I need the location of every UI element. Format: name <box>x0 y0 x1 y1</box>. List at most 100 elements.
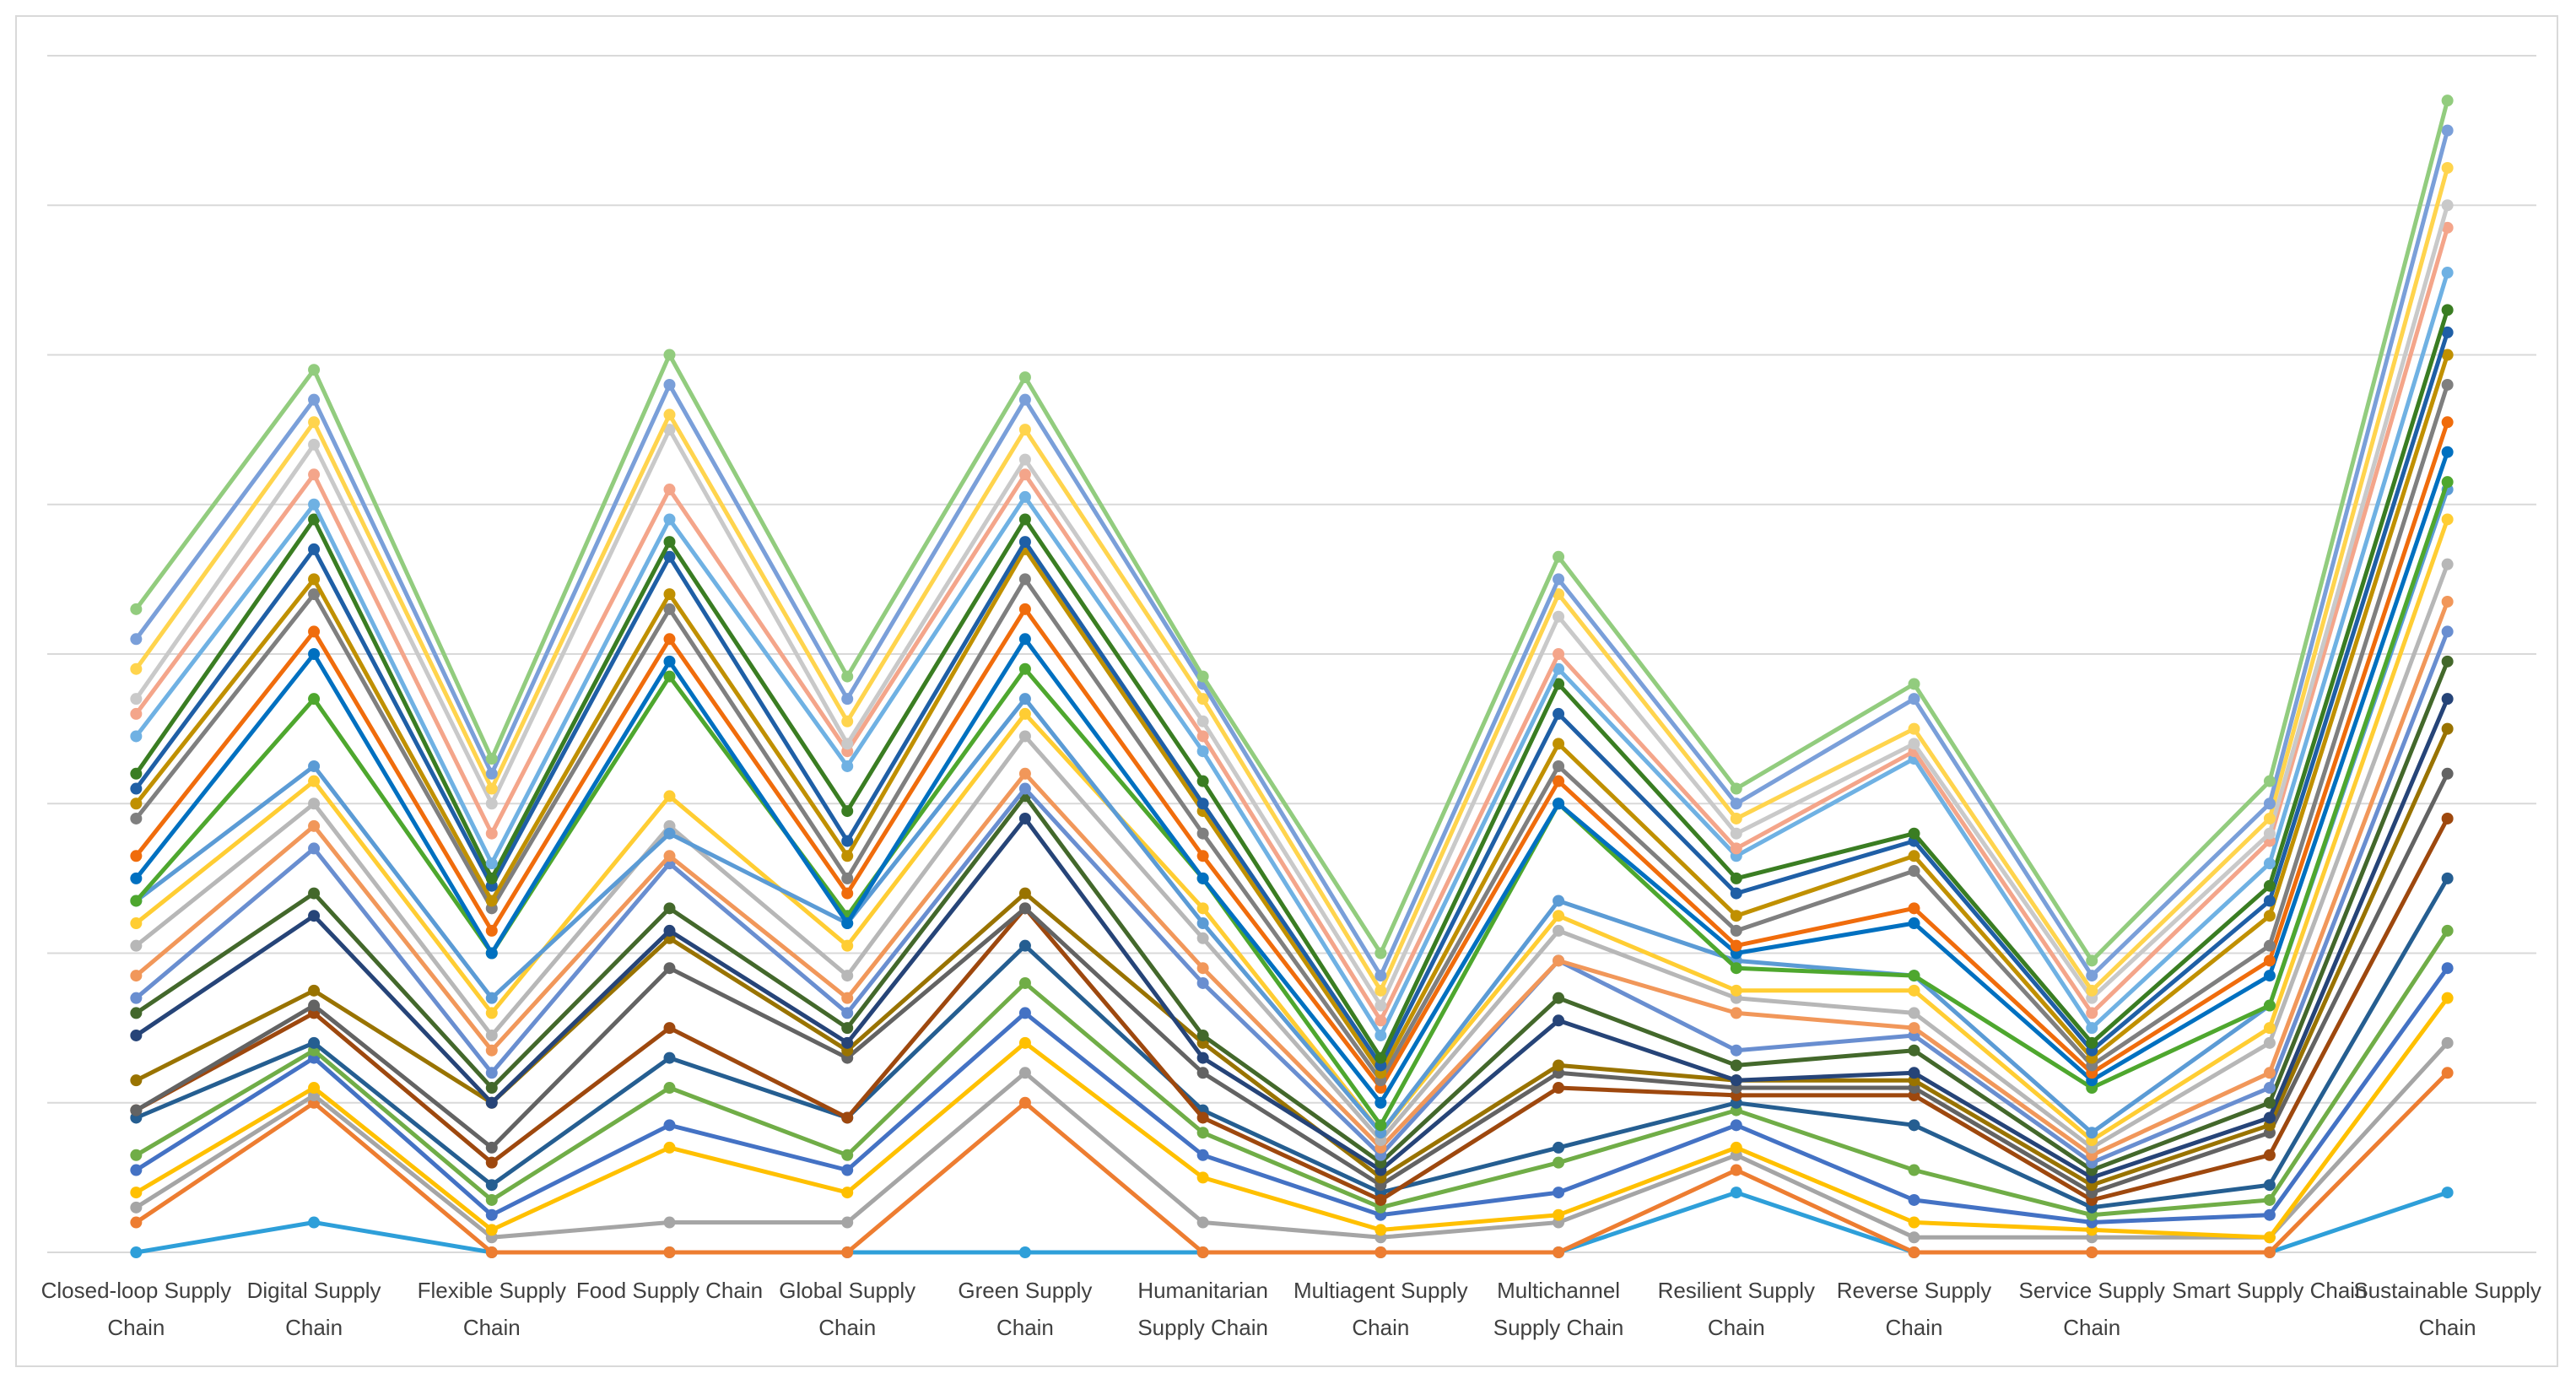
data-point-s14-c2 <box>308 819 321 832</box>
data-point-s26-c8 <box>1374 1014 1387 1027</box>
data-point-s14-c14 <box>2441 595 2454 608</box>
series-line-27 <box>133 203 2450 1008</box>
data-point-s21-c1 <box>130 812 143 824</box>
data-point-s29-c14 <box>2441 124 2454 137</box>
series-line-11 <box>133 696 2450 1180</box>
data-point-s14-c13 <box>2263 1067 2276 1079</box>
data-point-s12-c13 <box>2263 1096 2276 1109</box>
data-point-s12-c4 <box>663 902 676 915</box>
data-point-s2-c11 <box>1908 1246 1920 1258</box>
data-point-s18-c4 <box>663 670 676 683</box>
data-point-s29-c3 <box>485 767 498 780</box>
data-point-s20-c2 <box>308 625 321 638</box>
data-point-s13-c2 <box>308 842 321 855</box>
x-tick-label-13: Smart Supply Chain <box>2172 1278 2367 1303</box>
data-point-s30-c3 <box>485 753 498 765</box>
data-point-s15-c7 <box>1196 932 1209 944</box>
data-point-s14-c1 <box>130 970 143 982</box>
data-point-s20-c4 <box>663 633 676 646</box>
data-point-s15-c6 <box>1018 730 1031 743</box>
data-point-s17-c3 <box>485 992 498 1004</box>
data-point-s4-c8 <box>1374 1224 1387 1236</box>
x-tick-label-8-line-1: Multiagent Supply <box>1293 1278 1468 1303</box>
data-point-s23-c6 <box>1018 536 1031 549</box>
data-point-s11-c3 <box>485 1096 498 1109</box>
data-point-s25-c3 <box>485 857 498 870</box>
series-4 <box>130 992 2454 1244</box>
data-point-s11-c9 <box>1553 1014 1565 1027</box>
data-point-s23-c2 <box>308 543 321 555</box>
data-point-s22-c3 <box>485 895 498 907</box>
series-line-30 <box>133 98 2450 963</box>
data-point-s5-c7 <box>1196 1149 1209 1161</box>
data-point-s2-c4 <box>663 1246 676 1258</box>
x-tick-label-14-line-2: Chain <box>2419 1315 2476 1340</box>
series-30 <box>130 95 2454 967</box>
data-point-s25-c8 <box>1374 1029 1387 1041</box>
data-point-s19-c1 <box>130 872 143 884</box>
data-point-s16-c2 <box>308 775 321 787</box>
data-point-s2-c10 <box>1730 1164 1742 1176</box>
data-point-s30-c2 <box>308 364 321 376</box>
data-point-s12-c7 <box>1196 1029 1209 1041</box>
series-lines <box>130 95 2454 1258</box>
data-point-s24-c2 <box>308 513 321 526</box>
data-point-s28-c5 <box>841 715 854 727</box>
data-point-s28-c4 <box>663 408 676 421</box>
data-point-s16-c1 <box>130 917 143 930</box>
data-point-s15-c1 <box>130 939 143 952</box>
x-tick-label-1-line-1: Closed-loop Supply <box>41 1278 231 1303</box>
data-point-s26-c14 <box>2441 221 2454 234</box>
data-point-s5-c4 <box>663 1119 676 1132</box>
data-point-s24-c6 <box>1018 513 1031 526</box>
data-point-s2-c3 <box>485 1246 498 1258</box>
x-tick-label-5-line-2: Chain <box>818 1315 876 1340</box>
data-point-s14-c5 <box>841 992 854 1004</box>
data-point-s13-c13 <box>2263 1082 2276 1095</box>
data-point-s10-c6 <box>1018 887 1031 900</box>
data-point-s2-c1 <box>130 1216 143 1229</box>
data-point-s8-c9 <box>1553 1082 1565 1095</box>
data-point-s11-c7 <box>1196 1052 1209 1064</box>
data-point-s23-c1 <box>130 782 143 795</box>
data-point-s25-c12 <box>2086 1022 2098 1035</box>
data-point-s30-c10 <box>1730 782 1742 795</box>
data-point-s4-c9 <box>1553 1208 1565 1221</box>
data-point-s20-c3 <box>485 924 498 937</box>
data-point-s19-c4 <box>663 655 676 668</box>
data-point-s24-c4 <box>663 536 676 549</box>
data-point-s11-c1 <box>130 1029 143 1041</box>
data-point-s16-c7 <box>1196 902 1209 915</box>
data-point-s22-c9 <box>1553 738 1565 750</box>
data-point-s29-c8 <box>1374 970 1387 982</box>
data-point-s2-c5 <box>841 1246 854 1258</box>
data-point-s28-c3 <box>485 782 498 795</box>
data-point-s13-c7 <box>1196 976 1209 989</box>
data-point-s14-c11 <box>1908 1022 1920 1035</box>
data-point-s30-c6 <box>1018 371 1031 384</box>
data-point-s24-c12 <box>2086 1036 2098 1049</box>
data-point-s14-c10 <box>1730 1007 1742 1019</box>
data-point-s11-c5 <box>841 1036 854 1049</box>
data-point-s29-c5 <box>841 693 854 706</box>
data-point-s9-c6 <box>1018 902 1031 915</box>
data-point-s24-c7 <box>1196 775 1209 787</box>
data-point-s16-c11 <box>1908 984 1920 997</box>
category-labels: Closed-loop Supply Chain Digital Supply Cha… <box>41 1278 2541 1340</box>
data-point-s11-c13 <box>2263 1111 2276 1124</box>
data-point-s5-c9 <box>1553 1187 1565 1199</box>
x-tick-label-7: Humanitarian Supply Chain <box>1137 1278 1268 1340</box>
data-point-s3-c4 <box>663 1216 676 1229</box>
series-line-9 <box>133 771 2450 1195</box>
x-tick-label-5-line-1: Global Supply <box>779 1278 915 1303</box>
x-tick-label-1-line-2: Chain <box>107 1315 165 1340</box>
data-point-s26-c3 <box>485 827 498 840</box>
data-point-s2-c7 <box>1196 1246 1209 1258</box>
series-19 <box>130 446 2454 1109</box>
data-point-s3-c6 <box>1018 1067 1031 1079</box>
series-15 <box>130 558 2454 1154</box>
x-tick-label-14-line-1: Sustainable Supply <box>2353 1278 2541 1303</box>
data-point-s13-c1 <box>130 992 143 1004</box>
data-point-s15-c11 <box>1908 1007 1920 1019</box>
x-tick-label-2-line-2: Chain <box>285 1315 343 1340</box>
